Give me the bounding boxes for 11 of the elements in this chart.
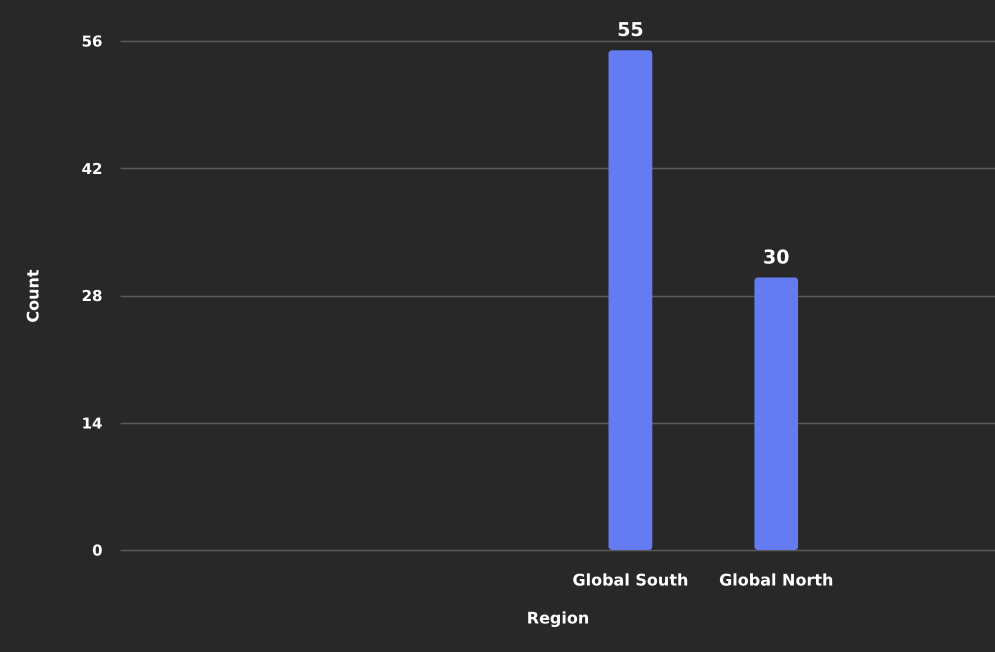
data-label: 55 bbox=[617, 19, 644, 42]
y-tick-label: 0 bbox=[92, 542, 102, 560]
y-axis-title: Count bbox=[24, 269, 43, 323]
y-tick-label: 56 bbox=[82, 32, 102, 50]
x-axis-title: Region bbox=[526, 608, 590, 628]
x-tick-label: Global South bbox=[572, 570, 688, 590]
y-tick-label: 28 bbox=[82, 287, 102, 305]
data-label: 30 bbox=[763, 246, 790, 268]
x-tick-label: Global North bbox=[719, 570, 834, 590]
y-tick-label: 14 bbox=[82, 414, 102, 432]
y-tick-label: 42 bbox=[82, 160, 102, 178]
